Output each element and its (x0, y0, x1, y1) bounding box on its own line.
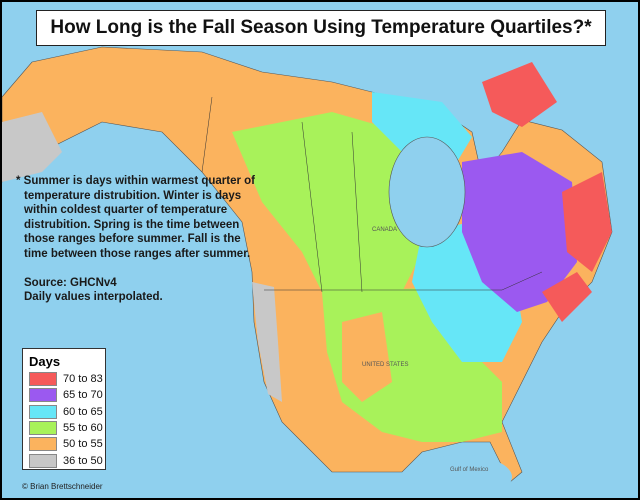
region-36-50-alaska (2, 112, 62, 182)
legend-title: Days (29, 354, 61, 369)
definition-text: * Summer is days within warmest quarter … (16, 175, 256, 260)
legend-swatch (29, 404, 57, 419)
legend-item: 70 to 83 (29, 371, 105, 387)
legend-label: 50 to 55 (63, 438, 103, 451)
legend-label: 60 to 65 (63, 405, 103, 418)
legend-swatch (29, 372, 57, 387)
label-us: UNITED STATES (362, 362, 409, 368)
legend-label: 65 to 70 (63, 389, 103, 402)
region-70-83-baffin (482, 62, 557, 127)
region-55-60-canada (232, 112, 422, 292)
credit: © Brian Brettschneider (22, 482, 103, 491)
region-70-83-maritimes (542, 272, 592, 322)
legend-label: 55 to 60 (63, 422, 103, 435)
legend-item: 50 to 55 (29, 436, 105, 452)
legend-label: 36 to 50 (63, 454, 103, 467)
hudson-bay (388, 136, 466, 248)
label-gulf: Gulf of Mexico (450, 467, 489, 473)
method-text: Daily values interpolated. (24, 291, 163, 304)
region-70-83-labrador (562, 172, 612, 272)
legend-swatch (29, 388, 57, 403)
legend-swatch (29, 437, 57, 452)
map-title: How Long is the Fall Season Using Temper… (36, 10, 606, 46)
gulf-of-mexico (412, 455, 512, 498)
region-50-55-plains (342, 312, 392, 402)
legend-swatch (29, 453, 57, 468)
legend-item: 36 to 50 (29, 452, 105, 468)
definition-note: * Summer is days within warmest quarter … (16, 174, 256, 305)
legend: Days 70 to 83 65 to 70 60 to 65 55 to 60 50 … (22, 348, 106, 470)
borders (201, 96, 543, 293)
region-36-50-westcoast (252, 282, 282, 402)
region-60-65-north (372, 92, 472, 162)
legend-item: 55 to 60 (29, 420, 105, 436)
region-65-70-quebec (462, 152, 577, 312)
legend-swatch (29, 421, 57, 436)
legend-item: 65 to 70 (29, 387, 105, 403)
label-canada: CANADA (372, 227, 398, 233)
legend-item: 60 to 65 (29, 404, 105, 420)
legend-label: 70 to 83 (63, 373, 103, 386)
source-text: Source: GHCNv4 (24, 276, 117, 289)
